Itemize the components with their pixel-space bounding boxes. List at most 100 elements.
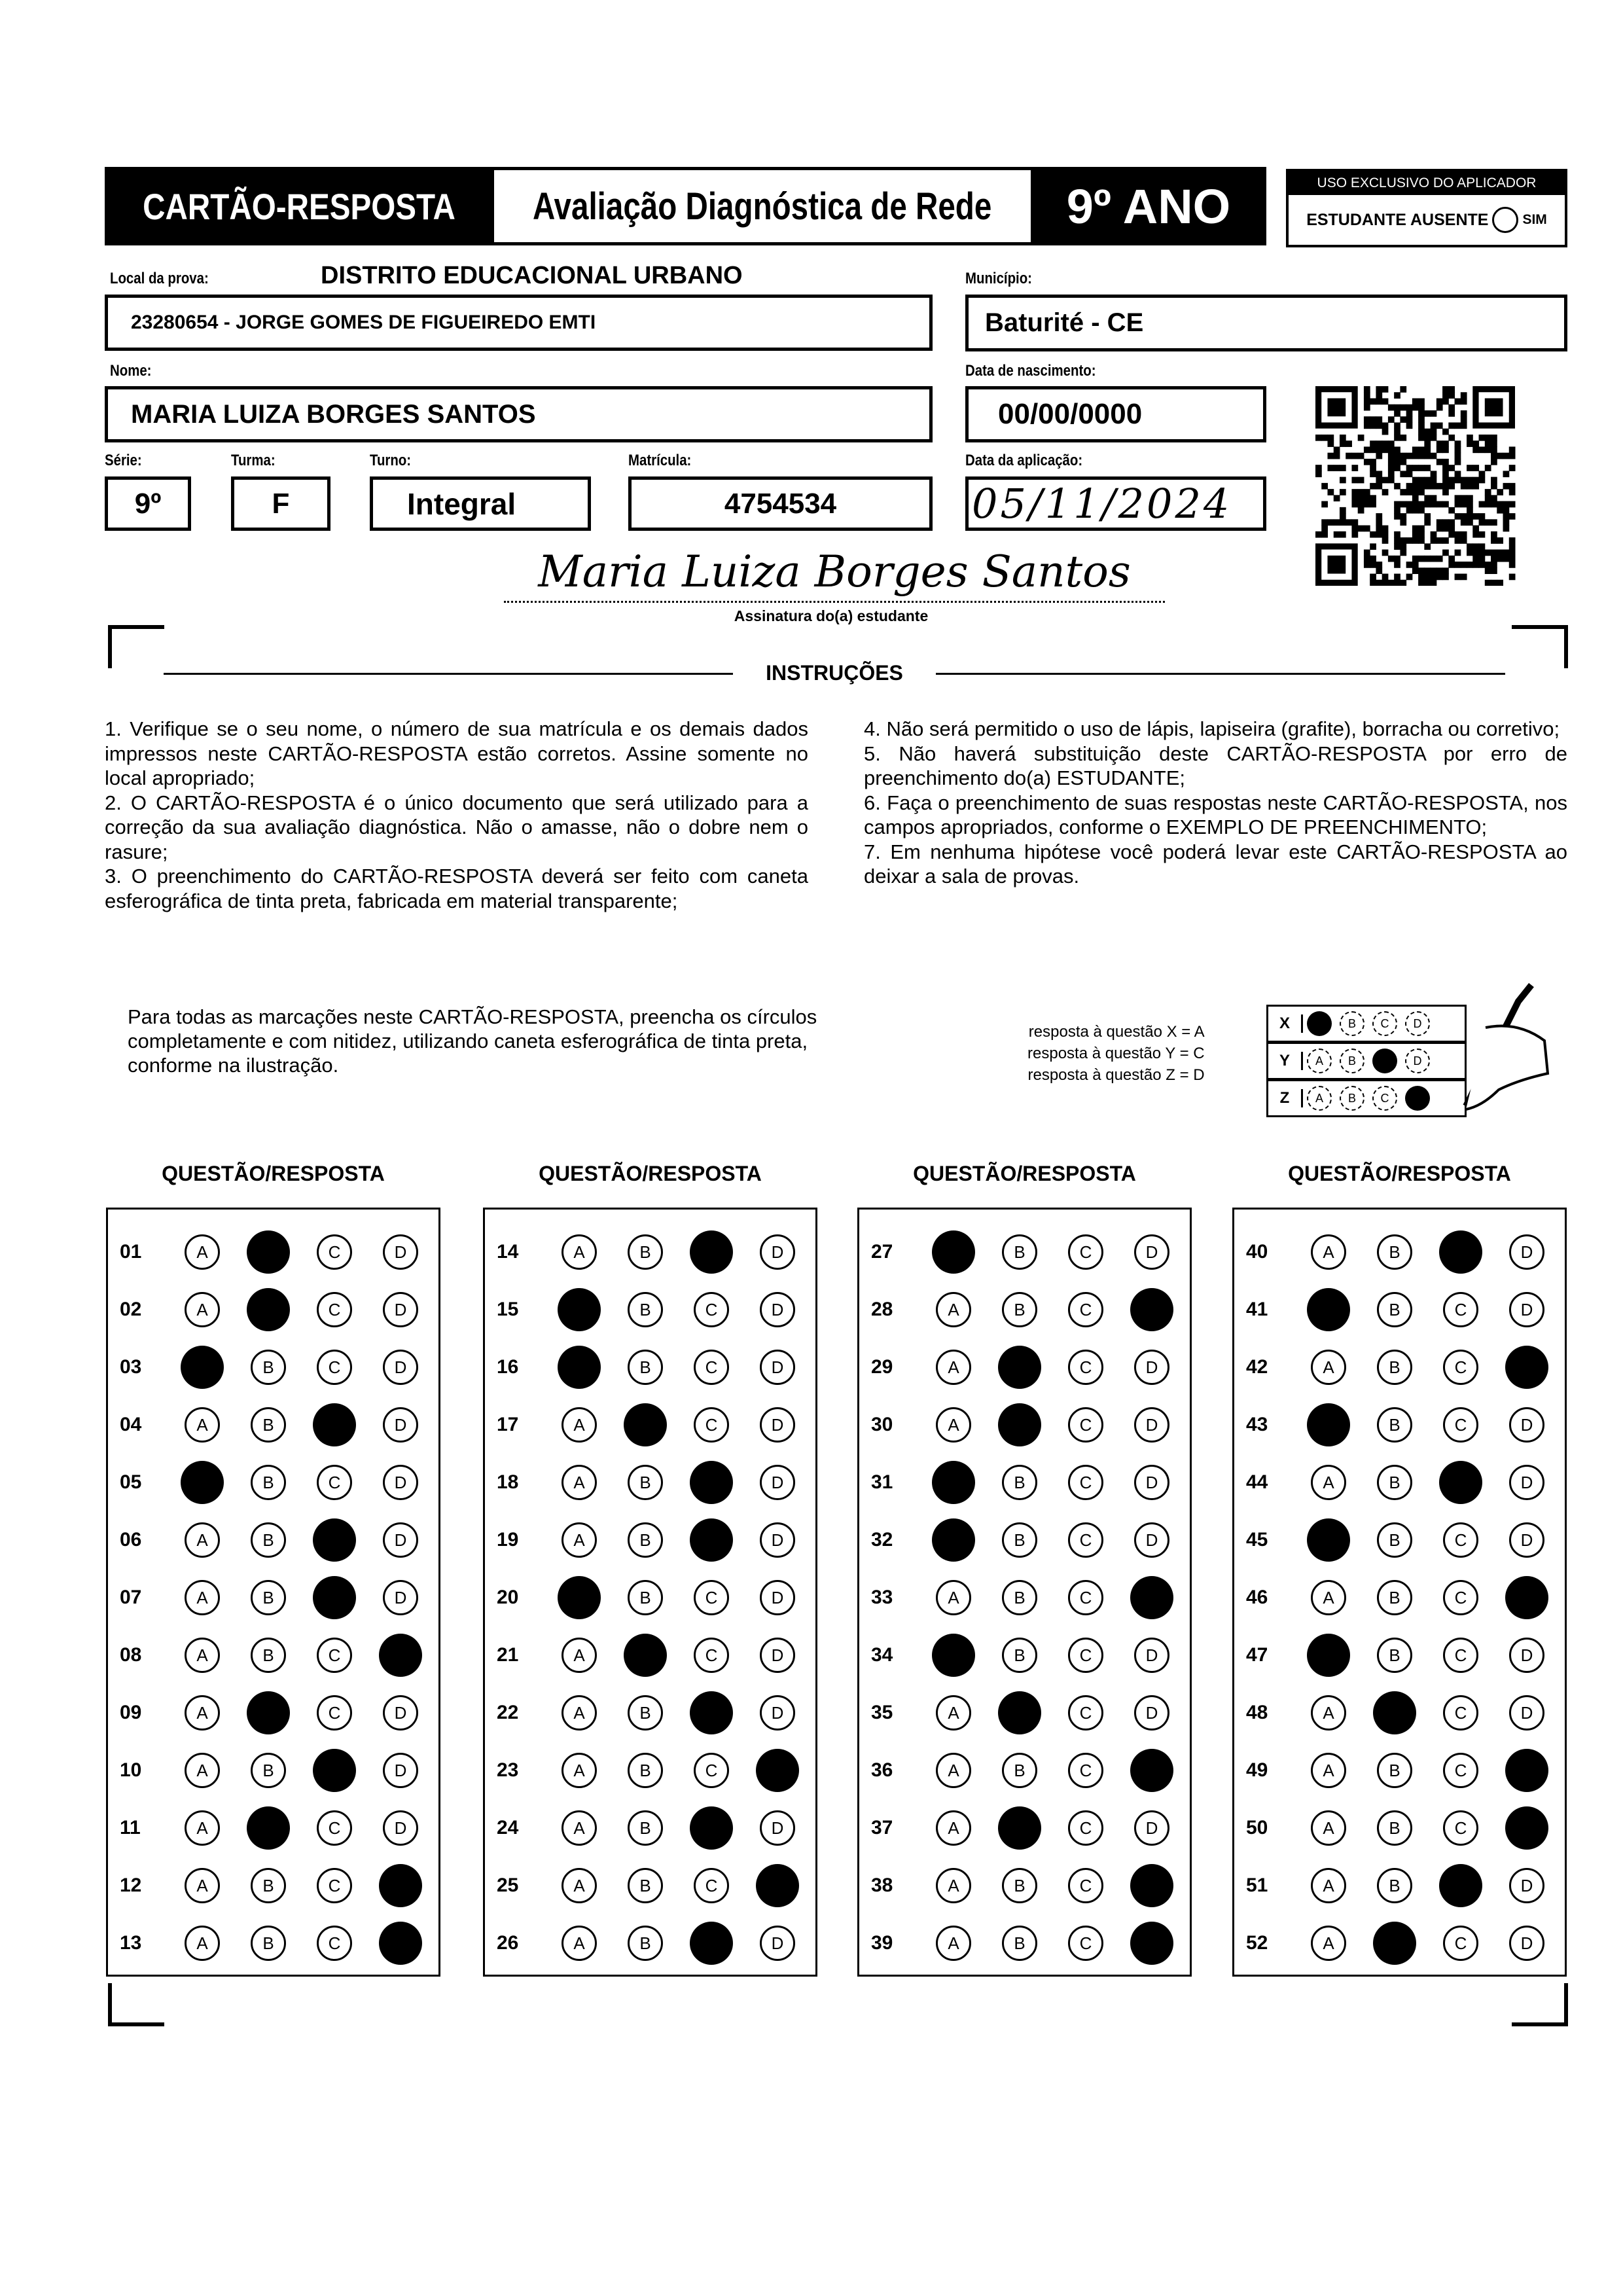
answer-bubble-a[interactable]: A: [185, 1926, 220, 1961]
answer-bubble-d[interactable]: D: [1509, 1234, 1544, 1270]
answer-bubble-c[interactable]: C: [1443, 1522, 1478, 1558]
answer-bubble-b-filled[interactable]: [247, 1288, 290, 1331]
answer-bubble-c-filled[interactable]: [313, 1518, 356, 1562]
answer-bubble-d[interactable]: D: [1509, 1695, 1544, 1731]
answer-bubble-a[interactable]: A: [1311, 1926, 1346, 1961]
answer-bubble-d[interactable]: D: [1509, 1638, 1544, 1673]
answer-bubble-a[interactable]: A: [185, 1580, 220, 1615]
answer-bubble-b[interactable]: B: [251, 1465, 286, 1500]
answer-bubble-d[interactable]: D: [1509, 1926, 1544, 1961]
answer-bubble-c[interactable]: C: [694, 1407, 729, 1443]
answer-bubble-c[interactable]: C: [1068, 1810, 1103, 1846]
answer-bubble-a[interactable]: A: [936, 1753, 971, 1788]
answer-bubble-a[interactable]: A: [185, 1810, 220, 1846]
answer-bubble-b[interactable]: B: [251, 1868, 286, 1903]
answer-bubble-a-filled[interactable]: [1307, 1288, 1350, 1331]
answer-bubble-a[interactable]: A: [185, 1234, 220, 1270]
answer-bubble-b[interactable]: B: [1002, 1753, 1037, 1788]
answer-bubble-b[interactable]: B: [1002, 1580, 1037, 1615]
answer-bubble-a-filled[interactable]: [1307, 1518, 1350, 1562]
answer-bubble-d[interactable]: D: [383, 1522, 418, 1558]
answer-bubble-d[interactable]: D: [383, 1810, 418, 1846]
answer-bubble-a[interactable]: A: [562, 1695, 597, 1731]
answer-bubble-b[interactable]: B: [1377, 1522, 1412, 1558]
answer-bubble-b[interactable]: B: [1002, 1522, 1037, 1558]
answer-bubble-b[interactable]: B: [1377, 1292, 1412, 1327]
answer-bubble-c-filled[interactable]: [313, 1576, 356, 1619]
answer-bubble-b[interactable]: B: [628, 1522, 663, 1558]
answer-bubble-b-filled[interactable]: [998, 1806, 1041, 1850]
answer-bubble-c[interactable]: C: [694, 1753, 729, 1788]
answer-bubble-b[interactable]: B: [628, 1465, 663, 1500]
answer-bubble-d[interactable]: D: [760, 1407, 795, 1443]
answer-bubble-d[interactable]: D: [1509, 1522, 1544, 1558]
answer-bubble-b[interactable]: B: [1377, 1465, 1412, 1500]
answer-bubble-b[interactable]: B: [628, 1695, 663, 1731]
answer-bubble-a[interactable]: A: [1311, 1810, 1346, 1846]
answer-bubble-d[interactable]: D: [1509, 1465, 1544, 1500]
absent-checkbox[interactable]: [1492, 207, 1519, 233]
answer-bubble-d[interactable]: D: [760, 1638, 795, 1673]
answer-bubble-a[interactable]: A: [562, 1465, 597, 1500]
answer-bubble-a[interactable]: A: [936, 1292, 971, 1327]
answer-bubble-a-filled[interactable]: [558, 1346, 601, 1389]
answer-bubble-b-filled[interactable]: [247, 1691, 290, 1734]
answer-bubble-c[interactable]: C: [1068, 1522, 1103, 1558]
answer-bubble-d[interactable]: D: [760, 1810, 795, 1846]
answer-bubble-c[interactable]: C: [317, 1234, 352, 1270]
answer-bubble-d[interactable]: D: [1134, 1407, 1169, 1443]
answer-bubble-d[interactable]: D: [1134, 1695, 1169, 1731]
answer-bubble-b-filled[interactable]: [247, 1806, 290, 1850]
answer-bubble-c-filled[interactable]: [1439, 1230, 1482, 1274]
answer-bubble-a[interactable]: A: [1311, 1465, 1346, 1500]
answer-bubble-d[interactable]: D: [1509, 1407, 1544, 1443]
answer-bubble-d-filled[interactable]: [1505, 1806, 1548, 1850]
answer-bubble-a[interactable]: A: [562, 1638, 597, 1673]
answer-bubble-a[interactable]: A: [936, 1810, 971, 1846]
answer-bubble-a[interactable]: A: [562, 1234, 597, 1270]
answer-bubble-a[interactable]: A: [936, 1695, 971, 1731]
answer-bubble-c[interactable]: C: [694, 1292, 729, 1327]
answer-bubble-a[interactable]: A: [1311, 1753, 1346, 1788]
answer-bubble-c[interactable]: C: [1068, 1292, 1103, 1327]
answer-bubble-c[interactable]: C: [1443, 1695, 1478, 1731]
answer-bubble-b[interactable]: B: [1002, 1292, 1037, 1327]
answer-bubble-b[interactable]: B: [628, 1292, 663, 1327]
answer-bubble-c-filled[interactable]: [690, 1230, 733, 1274]
answer-bubble-c-filled[interactable]: [690, 1518, 733, 1562]
answer-bubble-a[interactable]: A: [185, 1695, 220, 1731]
answer-bubble-b[interactable]: B: [251, 1350, 286, 1385]
answer-bubble-b[interactable]: B: [628, 1753, 663, 1788]
answer-bubble-a[interactable]: A: [936, 1350, 971, 1385]
answer-bubble-b[interactable]: B: [1377, 1350, 1412, 1385]
answer-bubble-d[interactable]: D: [760, 1350, 795, 1385]
answer-bubble-a[interactable]: A: [185, 1753, 220, 1788]
answer-bubble-d-filled[interactable]: [1130, 1576, 1173, 1619]
answer-bubble-b[interactable]: B: [251, 1638, 286, 1673]
answer-bubble-c[interactable]: C: [1443, 1810, 1478, 1846]
answer-bubble-d[interactable]: D: [383, 1753, 418, 1788]
answer-bubble-d[interactable]: D: [383, 1407, 418, 1443]
answer-bubble-c-filled[interactable]: [690, 1691, 733, 1734]
answer-bubble-d-filled[interactable]: [756, 1864, 799, 1907]
answer-bubble-b[interactable]: B: [251, 1926, 286, 1961]
answer-bubble-d-filled[interactable]: [379, 1634, 422, 1677]
answer-bubble-d-filled[interactable]: [1130, 1288, 1173, 1331]
answer-bubble-c[interactable]: C: [1443, 1350, 1478, 1385]
answer-bubble-c[interactable]: C: [1443, 1753, 1478, 1788]
answer-bubble-c[interactable]: C: [1068, 1580, 1103, 1615]
answer-bubble-b[interactable]: B: [628, 1926, 663, 1961]
answer-bubble-c[interactable]: C: [1443, 1580, 1478, 1615]
answer-bubble-c-filled[interactable]: [690, 1461, 733, 1504]
answer-bubble-a[interactable]: A: [185, 1638, 220, 1673]
answer-bubble-b[interactable]: B: [1002, 1868, 1037, 1903]
answer-bubble-d[interactable]: D: [1134, 1522, 1169, 1558]
answer-bubble-b-filled[interactable]: [998, 1346, 1041, 1389]
answer-bubble-b-filled[interactable]: [1373, 1691, 1416, 1734]
answer-bubble-c-filled[interactable]: [1439, 1461, 1482, 1504]
answer-bubble-a[interactable]: A: [562, 1522, 597, 1558]
answer-bubble-b[interactable]: B: [628, 1350, 663, 1385]
answer-bubble-a[interactable]: A: [562, 1753, 597, 1788]
answer-bubble-d-filled[interactable]: [1505, 1749, 1548, 1792]
answer-bubble-a-filled[interactable]: [932, 1230, 975, 1274]
